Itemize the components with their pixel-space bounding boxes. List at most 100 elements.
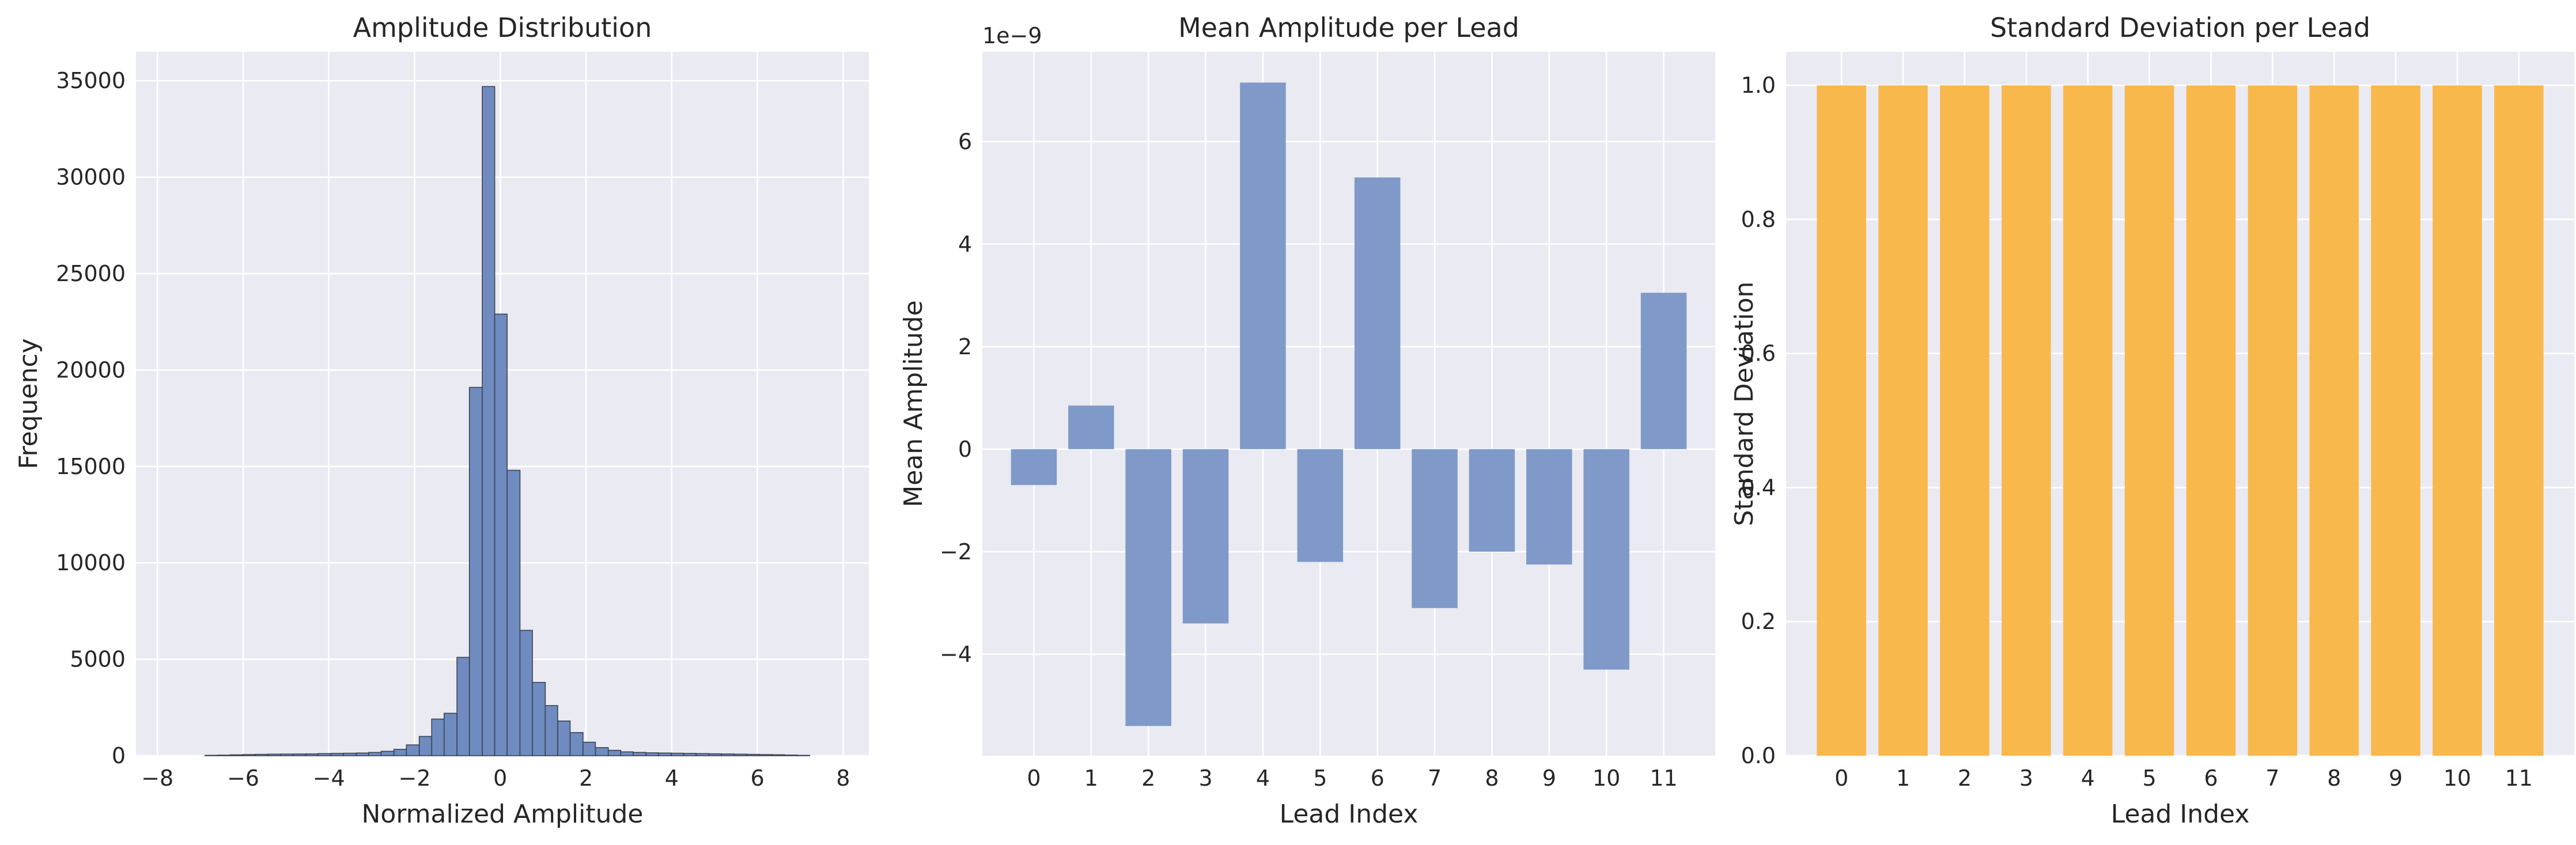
panel-standard-deviation: 0 1 2 3 4 5 6 7 8 9 10 11 0.0 0.2 0.4 0.6 0.8 1.0 Standa… [1730,12,2574,829]
bar [1469,449,1515,552]
histogram-bar [204,755,218,756]
histogram-bar [519,630,533,756]
histogram-bar [671,752,684,756]
bar [2002,85,2051,756]
x-tick-label: 10 [2443,766,2471,791]
histogram-bar [595,747,609,756]
histogram-bar [532,681,546,756]
bar [1583,449,1629,670]
histogram-bar [217,755,231,756]
chart-title: Amplitude Distribution [353,12,652,43]
x-tick-label: 2 [579,766,593,791]
histogram-bar [607,749,622,756]
x-tick-label: −8 [141,766,173,791]
y-tick-label: 10000 [56,550,126,575]
y-tick-label: 0.0 [1741,743,1776,768]
y-tick-label: 25000 [56,261,126,286]
histogram-bar [330,753,344,756]
y-tick-label: 4 [958,232,972,257]
x-tick-label: 2 [1141,766,1155,791]
x-tick-label: 11 [1650,766,1677,791]
bar [1878,85,1928,756]
x-tick-label: 11 [2505,766,2533,791]
x-tick-label: 5 [2142,766,2156,791]
y-axis-label: Mean Amplitude [899,300,928,507]
histogram-bar [695,753,710,756]
y-tick-label: 30000 [56,165,126,190]
histogram-bar [633,752,646,756]
y-offset-label: 1e−9 [982,23,1042,48]
histogram-bar [506,469,521,756]
x-tick-label: 9 [1542,766,1556,791]
bar [1011,449,1057,486]
x-tick-label: 3 [2019,766,2033,791]
histogram-bar [683,753,697,756]
y-tick-label: 0 [958,437,972,462]
bar [1125,449,1171,726]
x-tick-label: 6 [2204,766,2218,791]
x-tick-label: 1 [1084,766,1098,791]
x-tick-label: 3 [1198,766,1212,791]
histogram-bar [784,755,798,756]
bar [2433,85,2482,756]
x-tick-label: 1 [1896,766,1910,791]
y-tick-label: 0.6 [1741,341,1776,366]
panel-mean-amplitude: 0 1 2 3 4 5 6 7 8 9 10 11 −4 −2 0 2 4 6 1e−9 Mean Amplit… [899,12,1715,829]
histogram-bar [444,713,457,756]
bar [2371,85,2420,756]
x-tick-label: 7 [2265,766,2279,791]
bar [1940,85,1989,756]
histogram-bar [279,753,294,756]
y-tick-label: 0.8 [1741,207,1776,232]
bar [2124,85,2174,756]
bar [1640,293,1687,449]
histogram-bar [721,753,735,756]
x-tick-label: 7 [1428,766,1442,791]
x-tick-label: 2 [1958,766,1972,791]
x-tick-label: 0 [1834,766,1848,791]
histogram-bar [380,751,395,756]
histogram-bar [708,753,722,756]
histogram-bar [242,754,256,756]
y-tick-label: 15000 [56,454,126,479]
x-axis-label: Lead Index [1280,799,1418,829]
x-tick-label: 4 [2081,766,2095,791]
histogram-bar [394,749,407,756]
bar [1412,449,1458,608]
y-tick-label: −4 [940,642,972,667]
x-tick-label: 4 [1256,766,1270,791]
y-tick-label: 5000 [70,647,126,672]
histogram-bar [771,754,785,756]
chart-title: Mean Amplitude per Lead [1178,12,1519,43]
histogram-bar [418,736,433,756]
histogram-bar [456,657,470,756]
x-tick-label: 4 [665,766,679,791]
bar [2063,85,2113,756]
y-tick-label: 1.0 [1741,73,1776,98]
y-axis-label: Standard Deviation [1730,282,1759,526]
histogram-bar [431,718,445,756]
x-tick-label: 10 [1592,766,1620,791]
histogram-bar [645,752,659,756]
bar [2248,85,2298,756]
x-axis-label: Lead Index [2111,799,2250,829]
bar [1297,449,1344,562]
histogram-bar [254,753,268,756]
bar [1068,406,1114,449]
x-tick-label: −6 [227,766,259,791]
y-tick-label: 0 [112,743,126,768]
x-tick-label: −4 [313,766,345,791]
histogram-bar [293,753,307,756]
y-tick-label: 2 [958,334,972,359]
y-tick-label: 0.2 [1741,609,1776,634]
bar [1526,449,1572,565]
x-tick-label: 0 [1027,766,1041,791]
bar [2494,85,2544,756]
histogram-bar [355,752,369,756]
histogram-bar [620,751,634,756]
x-tick-label: 6 [1371,766,1385,791]
histogram-bar [406,744,420,756]
histogram-bar [582,741,596,756]
x-tick-label: 5 [1313,766,1327,791]
